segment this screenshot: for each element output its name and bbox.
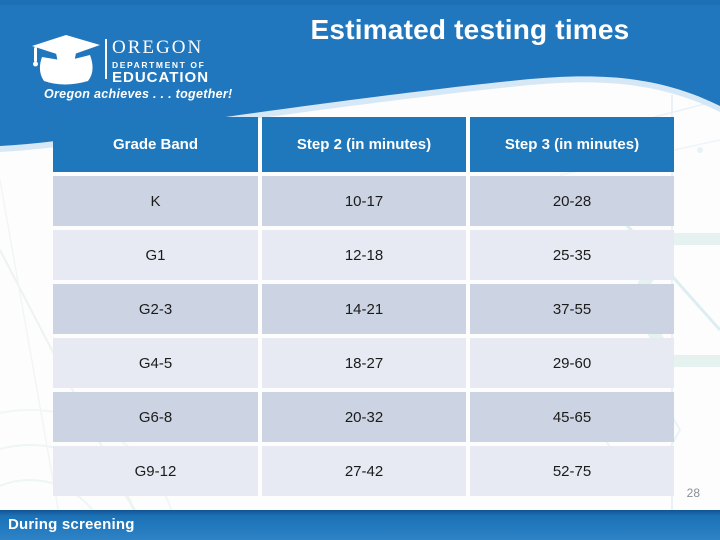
table-cell: K — [53, 176, 258, 226]
page-title: Estimated testing times — [310, 14, 630, 45]
logo-dept-name: EDUCATION — [112, 69, 210, 86]
testing-times-table: Grade Band Step 2 (in minutes) Step 3 (i… — [53, 117, 674, 496]
page-number: 28 — [686, 486, 700, 500]
table-cell: 37-55 — [470, 284, 674, 334]
table-cell: 20-28 — [470, 176, 674, 226]
table-cell: G6-8 — [53, 392, 258, 442]
table-cell: G4-5 — [53, 338, 258, 388]
table-cell: 25-35 — [470, 230, 674, 280]
footer-status-text: During screening — [8, 516, 135, 533]
table-cell: 14-21 — [262, 284, 466, 334]
column-header-step2: Step 2 (in minutes) — [262, 117, 466, 172]
table-cell: 27-42 — [262, 446, 466, 496]
table-cell: 29-60 — [470, 338, 674, 388]
table-cell: 20-32 — [262, 392, 466, 442]
column-header-grade-band: Grade Band — [53, 117, 258, 172]
column-header-step3: Step 3 (in minutes) — [470, 117, 674, 172]
table-cell: G9-12 — [53, 446, 258, 496]
table-cell: 12-18 — [262, 230, 466, 280]
oregon-grad-cap-logo-icon — [32, 35, 100, 85]
logo-dept-line: DEPARTMENT OF — [112, 60, 206, 70]
logo-separator — [105, 39, 107, 79]
header-banner — [0, 0, 720, 152]
table-cell: G2-3 — [53, 284, 258, 334]
table-cell: 45-65 — [470, 392, 674, 442]
table-cell: 52-75 — [470, 446, 674, 496]
table-cell: 18-27 — [262, 338, 466, 388]
table-cell: 10-17 — [262, 176, 466, 226]
table-cell: G1 — [53, 230, 258, 280]
logo-tagline: Oregon achieves . . . together! — [44, 87, 233, 101]
logo-org-name: OREGON — [112, 37, 204, 58]
footer-bar: During screening — [0, 510, 720, 540]
